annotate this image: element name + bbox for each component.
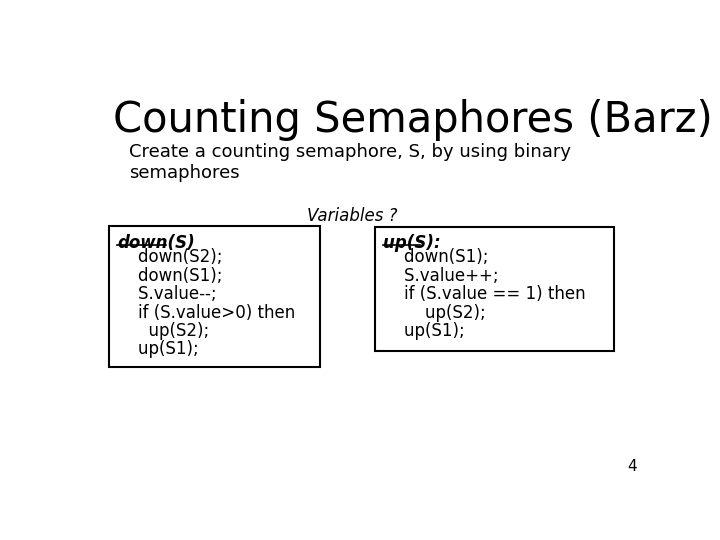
Text: Create a counting semaphore, S, by using binary
semaphores: Create a counting semaphore, S, by using… [129,143,571,182]
Text: S.value++;: S.value++; [383,267,498,285]
Text: up(S2);: up(S2); [383,303,486,321]
Text: down(S): down(S) [117,234,195,252]
Bar [109,226,320,367]
Text: down(S1);: down(S1); [117,267,222,285]
Text: Variables ?: Variables ? [307,207,397,225]
Text: Counting Semaphores (Barz): Counting Semaphores (Barz) [113,99,713,141]
Text: up(S1);: up(S1); [383,322,464,340]
Text: up(S2);: up(S2); [117,322,210,340]
Text: up(S1);: up(S1); [117,340,199,359]
Text: if (S.value>0) then: if (S.value>0) then [117,303,295,321]
Bar [375,226,614,351]
Text: down(S1);: down(S1); [383,248,488,266]
Text: down(S2);: down(S2); [117,248,222,266]
Text: S.value--;: S.value--; [117,285,217,303]
Text: up(S):: up(S): [383,234,441,252]
Text: if (S.value == 1) then: if (S.value == 1) then [383,285,585,303]
Text: 4: 4 [626,460,636,475]
